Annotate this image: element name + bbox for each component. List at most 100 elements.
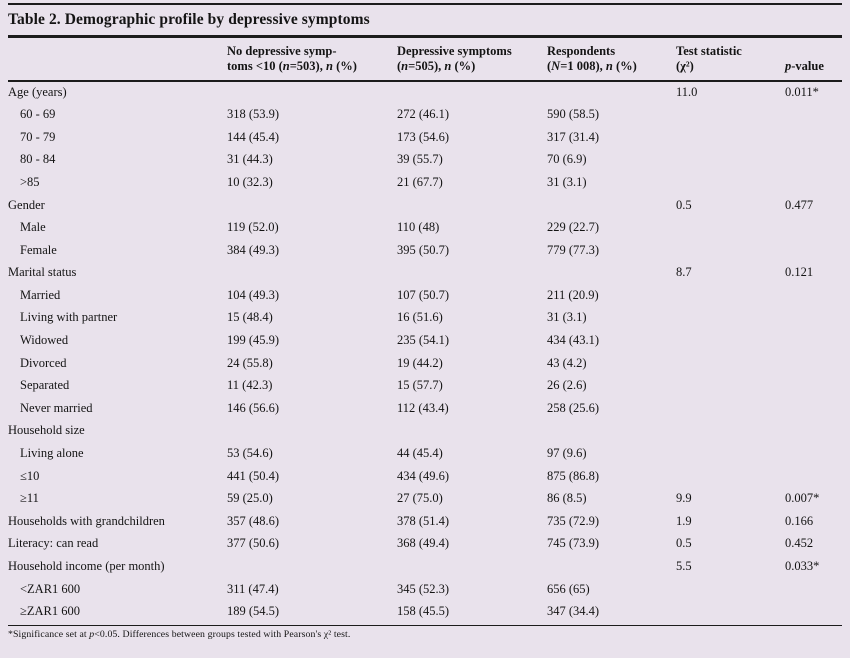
depressive-value: 378 (51.4) — [397, 513, 450, 528]
header-line: Respondents — [547, 43, 616, 58]
footnote-rule — [8, 624, 842, 626]
depressive-value: 19 (44.2) — [397, 355, 443, 370]
no-depressive-value: 53 (54.6) — [227, 446, 273, 461]
test-statistic-value — [676, 216, 785, 239]
depressive-value: 110 (48) — [397, 220, 440, 235]
depressive-value: 173 (54.6) — [397, 129, 450, 144]
p-value: 0.121 — [785, 265, 814, 280]
header-line: Depressive symptoms — [397, 43, 512, 58]
header-line: toms <10 (n=503), n (%) — [227, 59, 357, 73]
depressive-value — [397, 81, 547, 104]
no-depressive-value: 318 (53.9) — [227, 107, 280, 122]
depressive-value — [397, 193, 547, 216]
no-depressive-value — [227, 419, 397, 442]
no-depressive-value — [227, 81, 397, 104]
table-row: Married 104 (49.3) 107 (50.7) 211 (20.9) — [8, 284, 842, 307]
test-statistic-value — [676, 171, 785, 194]
no-depressive-value: 104 (49.3) — [227, 287, 280, 302]
test-statistic-value — [676, 126, 785, 149]
test-statistic-value — [676, 103, 785, 126]
table-row: ≥11 59 (25.0) 27 (75.0) 86 (8.5) 9.9 0.007* — [8, 487, 842, 510]
no-depressive-value: 59 (25.0) — [227, 491, 273, 506]
table-header: No depressive symp- toms <10 (n=503), n … — [8, 37, 842, 82]
table-row: Household income (per month) 5.5 0.033* — [8, 555, 842, 578]
header-p-value: p-value — [785, 37, 842, 82]
p-value: 0.007* — [785, 491, 820, 506]
table-row: 60 - 69 318 (53.9) 272 (46.1) 590 (58.5) — [8, 103, 842, 126]
no-depressive-value: 189 (54.5) — [227, 604, 280, 619]
row-label: Marital status — [8, 265, 77, 280]
no-depressive-value: 119 (52.0) — [227, 220, 279, 235]
depressive-value: 44 (45.4) — [397, 446, 443, 461]
test-statistic-value — [676, 578, 785, 601]
p-value — [785, 171, 842, 194]
header-no-depressive: No depressive symp- toms <10 (n=503), n … — [227, 37, 397, 82]
depressive-value: 16 (51.6) — [397, 310, 443, 325]
no-depressive-value: 11 (42.3) — [227, 378, 273, 393]
row-label: Gender — [8, 197, 45, 212]
test-statistic-value — [676, 397, 785, 420]
respondents-value: 26 (2.6) — [547, 378, 587, 393]
table-row: Living with partner 15 (48.4) 16 (51.6) 31 … — [8, 306, 842, 329]
no-depressive-value: 384 (49.3) — [227, 242, 280, 257]
depressive-value: 158 (45.5) — [397, 604, 450, 619]
respondents-value: 590 (58.5) — [547, 107, 600, 122]
table-row: 70 - 79 144 (45.4) 173 (54.6) 317 (31.4) — [8, 126, 842, 149]
p-value — [785, 578, 842, 601]
table-row: ≤10 441 (50.4) 434 (49.6) 875 (86.8) — [8, 465, 842, 488]
no-depressive-value: 15 (48.4) — [227, 310, 273, 325]
p-value — [785, 419, 842, 442]
table-row: >85 10 (32.3) 21 (67.7) 31 (3.1) — [8, 171, 842, 194]
respondents-value: 43 (4.2) — [547, 355, 587, 370]
row-label: Age (years) — [8, 85, 67, 100]
no-depressive-value: 31 (44.3) — [227, 152, 273, 167]
p-value — [785, 284, 842, 307]
row-label: Household income (per month) — [8, 559, 165, 574]
no-depressive-value — [227, 261, 397, 284]
depressive-value: 395 (50.7) — [397, 242, 450, 257]
table-body: Age (years) 11.0 0.011* 60 - 69 318 (53.9) 27… — [8, 81, 842, 623]
row-label: Living with partner — [20, 310, 118, 325]
row-label: Separated — [20, 378, 70, 393]
header-line: No depressive symp- — [227, 43, 337, 58]
p-value: 0.477 — [785, 197, 814, 212]
test-statistic-value — [676, 419, 785, 442]
table-row: Widowed 199 (45.9) 235 (54.1) 434 (43.1) — [8, 329, 842, 352]
no-depressive-value — [227, 555, 397, 578]
row-label: Never married — [20, 400, 93, 415]
respondents-value — [547, 419, 676, 442]
p-value — [785, 465, 842, 488]
table-row: Female 384 (49.3) 395 (50.7) 779 (77.3) — [8, 239, 842, 262]
test-statistic-value — [676, 148, 785, 171]
depressive-value — [397, 555, 547, 578]
test-statistic-value — [676, 284, 785, 307]
table-row: 80 - 84 31 (44.3) 39 (55.7) 70 (6.9) — [8, 148, 842, 171]
row-label: Household size — [8, 423, 85, 438]
respondents-value: 779 (77.3) — [547, 242, 600, 257]
no-depressive-value: 357 (48.6) — [227, 513, 280, 528]
header-row: No depressive symp- toms <10 (n=503), n … — [8, 37, 842, 82]
test-statistic-value: 1.9 — [676, 513, 692, 528]
respondents-value: 745 (73.9) — [547, 536, 600, 551]
test-statistic-value — [676, 329, 785, 352]
depressive-value: 434 (49.6) — [397, 468, 450, 483]
table-row: <ZAR1 600 311 (47.4) 345 (52.3) 656 (65) — [8, 578, 842, 601]
p-value: 0.033* — [785, 559, 820, 574]
depressive-value: 112 (43.4) — [397, 400, 449, 415]
test-statistic-value: 9.9 — [676, 491, 692, 506]
respondents-value: 875 (86.8) — [547, 468, 600, 483]
table-row: Living alone 53 (54.6) 44 (45.4) 97 (9.6) — [8, 442, 842, 465]
test-statistic-value — [676, 465, 785, 488]
depressive-value: 27 (75.0) — [397, 491, 443, 506]
test-statistic-value — [676, 306, 785, 329]
respondents-value: 70 (6.9) — [547, 152, 587, 167]
p-value — [785, 103, 842, 126]
no-depressive-value: 10 (32.3) — [227, 174, 273, 189]
respondents-value: 317 (31.4) — [547, 129, 600, 144]
row-label: Living alone — [20, 446, 84, 461]
test-statistic-value: 0.5 — [676, 197, 692, 212]
row-label: 70 - 79 — [20, 129, 56, 144]
test-statistic-value: 0.5 — [676, 536, 692, 551]
respondents-value — [547, 193, 676, 216]
